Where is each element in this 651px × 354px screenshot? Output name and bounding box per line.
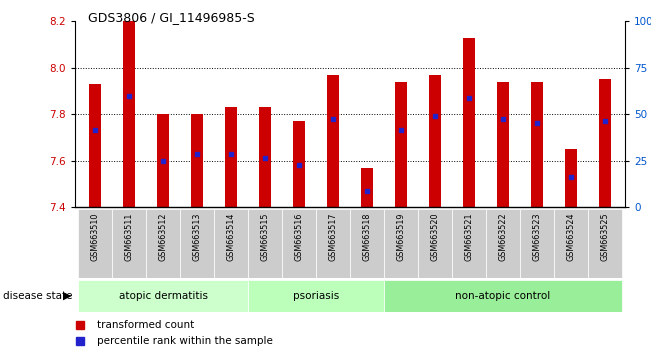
Text: GSM663518: GSM663518 [363,212,371,261]
Text: GSM663521: GSM663521 [464,212,473,261]
Bar [157,114,169,207]
Bar [588,209,622,278]
Bar [146,209,180,278]
Bar [248,209,282,278]
Text: GSM663511: GSM663511 [125,212,133,261]
Text: ▶: ▶ [63,291,72,301]
Text: GSM663512: GSM663512 [159,212,168,261]
Bar [384,280,622,312]
Text: percentile rank within the sample: percentile rank within the sample [97,336,273,346]
Bar [463,38,475,207]
Bar [282,209,316,278]
Bar [384,209,418,278]
Bar [89,84,101,207]
Bar [225,107,237,207]
Bar [599,79,611,207]
Text: disease state: disease state [3,291,73,301]
Bar [316,209,350,278]
Bar [78,280,248,312]
Bar [418,209,452,278]
Text: GSM663515: GSM663515 [260,212,270,261]
Bar [486,209,519,278]
Bar [519,209,553,278]
Text: GSM663525: GSM663525 [600,212,609,261]
Bar [123,21,135,207]
Bar [191,114,203,207]
Bar [553,209,588,278]
Text: GSM663524: GSM663524 [566,212,575,261]
Text: GSM663523: GSM663523 [532,212,541,261]
Bar [112,209,146,278]
Text: GSM663522: GSM663522 [498,212,507,261]
Text: GDS3806 / GI_11496985-S: GDS3806 / GI_11496985-S [88,11,255,24]
Text: GSM663519: GSM663519 [396,212,406,261]
Bar [452,209,486,278]
Bar [361,167,373,207]
Bar [429,75,441,207]
Text: GSM663514: GSM663514 [227,212,236,261]
Bar [327,75,339,207]
Text: psoriasis: psoriasis [293,291,339,301]
Text: non-atopic control: non-atopic control [455,291,550,301]
Bar [395,82,407,207]
Text: GSM663520: GSM663520 [430,212,439,261]
Bar [293,121,305,207]
Bar [248,280,384,312]
Text: GSM663516: GSM663516 [294,212,303,261]
Bar [564,149,577,207]
Bar [497,82,508,207]
Bar [214,209,248,278]
Bar [78,209,112,278]
Bar [180,209,214,278]
Text: GSM663513: GSM663513 [193,212,202,261]
Text: GSM663510: GSM663510 [90,212,100,261]
Text: transformed count: transformed count [97,320,194,330]
Text: GSM663517: GSM663517 [329,212,337,261]
Bar [259,107,271,207]
Text: atopic dermatitis: atopic dermatitis [118,291,208,301]
Bar [531,82,543,207]
Bar [350,209,384,278]
